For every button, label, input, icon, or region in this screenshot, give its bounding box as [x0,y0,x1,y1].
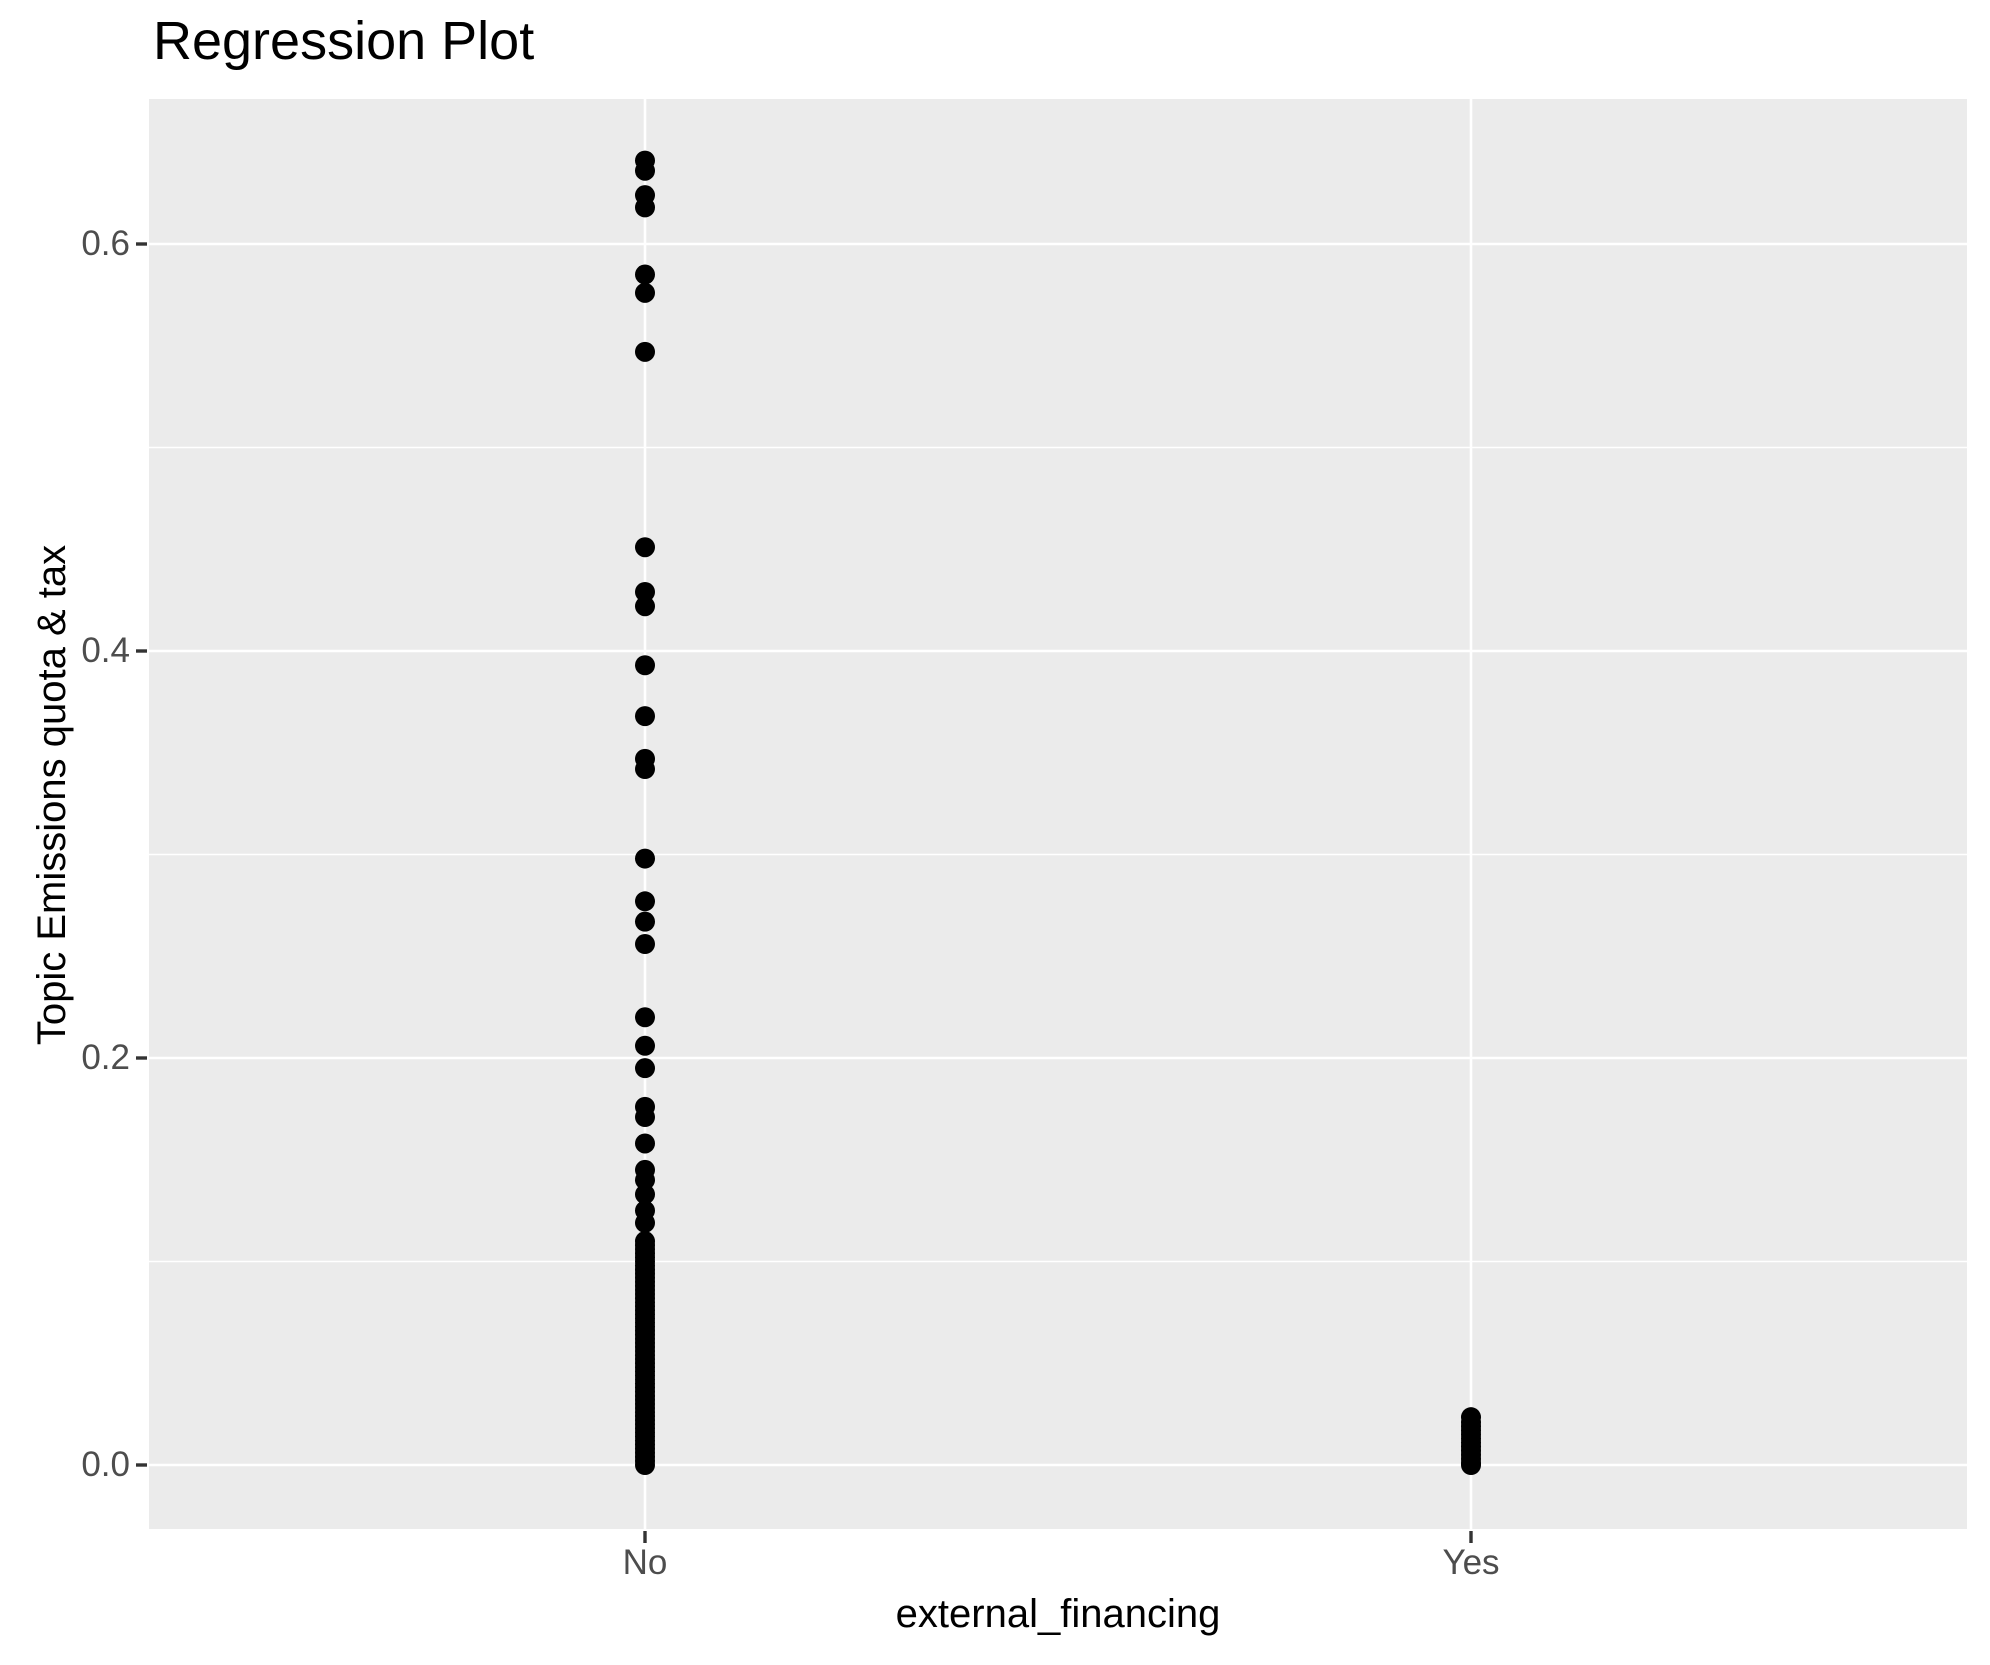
x-axis-title: external_financing [895,1592,1221,1636]
y-tick-label-0.4: 0.4 [81,631,130,670]
x-tick-label-no: No [622,1543,668,1582]
data-point-no [635,1170,655,1191]
y-tick-label-0.2: 0.2 [81,1038,130,1077]
panel-background [149,99,1967,1529]
data-point-no [635,596,655,617]
data-point-no [635,655,655,676]
data-point-no [635,891,655,912]
data-point-no [635,1455,655,1475]
data-point-no [635,581,655,602]
data-point-no [635,1184,655,1205]
data-point-no [635,1058,655,1079]
data-point-no [635,1035,655,1056]
data-point-no [635,197,655,218]
data-point-no [635,1133,655,1154]
data-point-no [635,706,655,727]
data-point-no [635,911,655,932]
data-point-no [635,1007,655,1028]
data-point-no [635,934,655,955]
data-point-no [635,537,655,558]
y-tick-label-0.0: 0.0 [81,1445,130,1484]
y-axis-title: Topic Emissions quota & tax [30,544,74,1046]
data-point-no [635,1107,655,1128]
page-title: Regression Plot [153,11,535,71]
data-point-no [635,160,655,181]
x-tick-label-yes: Yes [1442,1543,1500,1582]
data-point-yes [1461,1455,1481,1475]
data-point-no [635,282,655,303]
data-point-no [635,1212,655,1233]
y-tick-label-0.6: 0.6 [81,224,130,263]
data-point-no [635,264,655,285]
data-point-no [635,341,655,362]
data-point-no [635,759,655,780]
data-point-no [635,848,655,869]
